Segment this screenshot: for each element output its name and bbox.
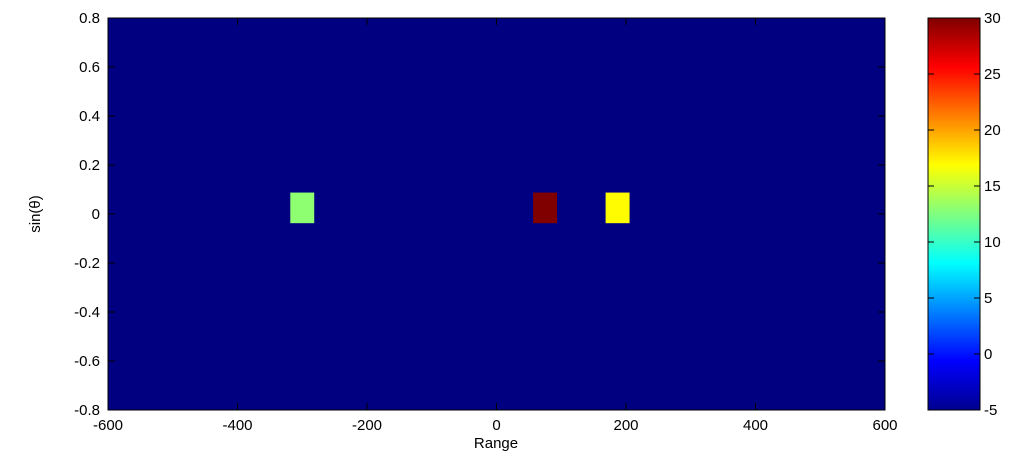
y-tick-label: 0.4	[79, 108, 100, 125]
y-tick-label: -0.4	[74, 304, 100, 321]
x-tick-label: 0	[492, 417, 500, 434]
y-tick-label: 0	[92, 206, 100, 223]
colorbar-gradient	[927, 17, 981, 411]
colorbar-tick-label: -5	[984, 402, 997, 419]
y-tick-label: 0.6	[79, 59, 100, 76]
colorbar-tick-label: 5	[984, 290, 992, 307]
y-tick-label: -0.2	[74, 255, 100, 272]
heatmap-cells	[290, 192, 630, 224]
colorbar-tick-label: 30	[984, 10, 1001, 27]
x-tick-label: -400	[222, 417, 252, 434]
x-tick-label: -200	[352, 417, 382, 434]
heatmap-cell-2	[533, 192, 558, 224]
colorbar-ticks: 30 25 20 15 10 5 0 -5	[928, 10, 1001, 419]
y-tick-label: 0.2	[79, 157, 100, 174]
colorbar: 30 25 20 15 10 5 0 -5	[927, 10, 1001, 419]
plot-area: -600 -400 -200 0 200 400 600 0.8 0.6 0.4 0.2 0 -0.2…	[27, 10, 898, 452]
x-tick-label: 600	[872, 417, 897, 434]
x-axis-label: Range	[474, 435, 518, 452]
colorbar-tick-label: 0	[984, 346, 992, 363]
heatmap-background	[108, 18, 885, 410]
colorbar-tick-label: 15	[984, 178, 1001, 195]
y-tick-label: -0.6	[74, 353, 100, 370]
y-tick-label: 0.8	[79, 10, 100, 27]
y-tick-label: -0.8	[74, 402, 100, 419]
heatmap-cell-1	[290, 192, 315, 224]
x-axis-ticks: -600 -400 -200 0 200 400 600	[93, 18, 898, 434]
colorbar-tick-label: 25	[984, 66, 1001, 83]
heatmap-cell-3	[605, 192, 630, 224]
x-tick-label: -600	[93, 417, 123, 434]
y-axis-label: sin(θ)	[27, 195, 44, 233]
x-tick-label: 200	[613, 417, 638, 434]
colorbar-tick-label: 10	[984, 234, 1001, 251]
x-tick-label: 400	[743, 417, 768, 434]
colorbar-tick-label: 20	[984, 122, 1001, 139]
y-axis-ticks: 0.8 0.6 0.4 0.2 0 -0.2 -0.4 -0.6 -0.8	[74, 10, 885, 419]
